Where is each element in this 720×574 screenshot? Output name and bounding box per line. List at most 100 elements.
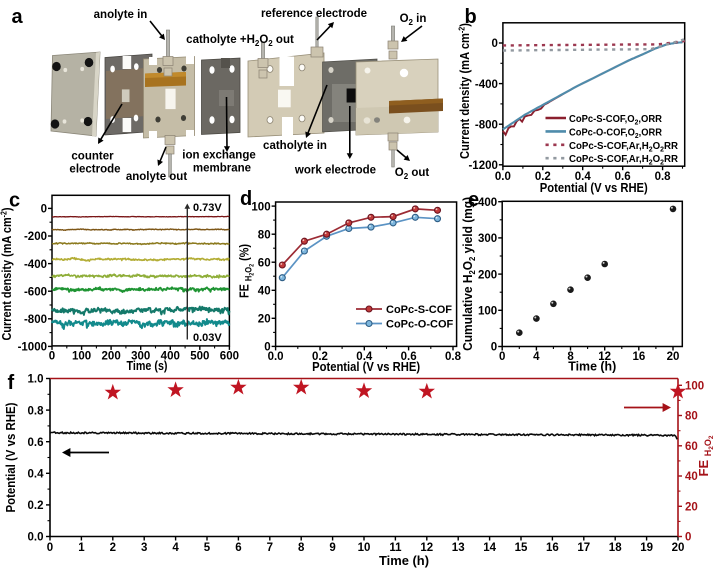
svg-text:0.8: 0.8: [445, 351, 462, 363]
svg-text:0.6: 0.6: [28, 437, 44, 449]
svg-text:-400: -400: [475, 79, 498, 91]
svg-text:Current density (mA cm-2​): Current density (mA cm-2​): [458, 23, 473, 159]
svg-text:counter: counter: [71, 151, 114, 163]
svg-text:0.0: 0.0: [28, 532, 44, 544]
svg-text:12: 12: [598, 351, 611, 363]
svg-text:0: 0: [685, 532, 691, 544]
svg-text:c: c: [9, 190, 20, 212]
svg-text:0.0: 0.0: [495, 171, 511, 183]
svg-text:7: 7: [267, 542, 273, 554]
svg-text:O2​ out: O2​ out: [395, 167, 430, 181]
svg-text:a: a: [12, 6, 24, 28]
svg-text:CoPc-O-COF,O2​,ORR: CoPc-O-COF,O2​,ORR: [569, 126, 662, 140]
svg-text:80: 80: [685, 411, 698, 423]
svg-text:b: b: [465, 6, 477, 28]
svg-text:anolyte out: anolyte out: [126, 171, 188, 183]
svg-text:2: 2: [110, 542, 116, 554]
svg-text:0: 0: [491, 342, 497, 354]
svg-text:O2​ in: O2​ in: [400, 13, 427, 27]
svg-text:18: 18: [609, 542, 622, 554]
svg-text:6: 6: [235, 542, 241, 554]
svg-text:1.0: 1.0: [28, 374, 44, 386]
svg-text:4: 4: [533, 351, 540, 363]
svg-text:Potential (V vs RHE): Potential (V vs RHE): [540, 181, 648, 195]
svg-text:100: 100: [72, 350, 91, 362]
svg-text:200: 200: [102, 350, 121, 362]
svg-text:20: 20: [258, 314, 271, 326]
svg-text:4: 4: [172, 542, 179, 554]
svg-text:300: 300: [131, 350, 150, 362]
svg-text:12: 12: [420, 542, 433, 554]
svg-text:-800: -800: [24, 314, 47, 326]
svg-text:0.4: 0.4: [28, 469, 45, 481]
svg-text:15: 15: [515, 542, 528, 554]
svg-text:Potential (V vs RHE): Potential (V vs RHE): [312, 360, 420, 374]
svg-text:-800: -800: [475, 119, 498, 131]
svg-text:40: 40: [258, 285, 271, 297]
svg-text:-400: -400: [24, 259, 47, 271]
svg-text:400: 400: [161, 350, 180, 362]
svg-text:ion exchange: ion exchange: [182, 150, 256, 162]
svg-text:60: 60: [258, 257, 271, 269]
svg-text:0.6: 0.6: [615, 171, 631, 183]
svg-text:100: 100: [685, 381, 704, 393]
svg-text:0.4: 0.4: [356, 351, 373, 363]
svg-text:-600: -600: [24, 286, 47, 298]
svg-text:8: 8: [298, 542, 305, 554]
svg-text:-1000: -1000: [18, 342, 47, 354]
svg-text:-200: -200: [24, 231, 47, 243]
svg-text:20: 20: [685, 501, 698, 513]
svg-text:0.6: 0.6: [401, 351, 417, 363]
svg-text:0: 0: [47, 542, 53, 554]
svg-text:40: 40: [685, 471, 698, 483]
svg-text:0.2: 0.2: [535, 171, 551, 183]
svg-text:0.2: 0.2: [312, 351, 328, 363]
svg-text:0: 0: [49, 350, 55, 362]
svg-text:0.8: 0.8: [655, 171, 672, 183]
svg-text:0.73V: 0.73V: [193, 202, 222, 214]
svg-text:0: 0: [491, 38, 497, 50]
svg-text:0: 0: [41, 204, 47, 216]
svg-text:13: 13: [452, 542, 465, 554]
svg-text:100: 100: [251, 201, 270, 213]
svg-text:f: f: [8, 372, 15, 394]
svg-text:0: 0: [264, 342, 270, 354]
svg-text:e: e: [468, 189, 479, 211]
svg-text:3: 3: [141, 542, 147, 554]
svg-text:60: 60: [685, 441, 698, 453]
svg-text:16: 16: [546, 542, 559, 554]
svg-text:Potential (V vs RHE): Potential (V vs RHE): [4, 403, 18, 513]
svg-text:0.8: 0.8: [28, 405, 45, 417]
svg-text:80: 80: [258, 229, 271, 241]
svg-text:14: 14: [483, 542, 496, 554]
svg-text:9: 9: [329, 542, 335, 554]
svg-text:19: 19: [640, 542, 653, 554]
svg-text:reference electrode: reference electrode: [261, 8, 367, 20]
svg-text:Cumulative H2O2 yield (mg): Cumulative H2O2 yield (mg): [461, 197, 477, 351]
svg-text:catholyte in: catholyte in: [263, 140, 327, 152]
svg-text:0: 0: [499, 351, 505, 363]
svg-text:-1200: -1200: [468, 160, 497, 172]
svg-text:anolyte in: anolyte in: [94, 9, 148, 21]
svg-text:0.4: 0.4: [575, 171, 592, 183]
svg-text:work electrode: work electrode: [294, 165, 376, 177]
svg-text:500: 500: [190, 350, 209, 362]
svg-text:8: 8: [567, 351, 574, 363]
svg-text:5: 5: [204, 542, 211, 554]
svg-text:100: 100: [478, 306, 497, 318]
svg-text:20: 20: [672, 542, 685, 554]
svg-text:11: 11: [389, 542, 402, 554]
svg-text:Current density (mA cm-2​): Current density (mA cm-2​): [0, 208, 14, 341]
svg-text:0.2: 0.2: [28, 500, 44, 512]
svg-text:CoPc-O-COF: CoPc-O-COF: [386, 319, 454, 331]
svg-text:FE H2O2 (%): FE H2O2 (%): [237, 244, 256, 298]
svg-text:10: 10: [358, 542, 371, 554]
svg-text:400: 400: [478, 197, 497, 209]
svg-text:CoPc-S-COF: CoPc-S-COF: [386, 304, 452, 316]
svg-text:Time (s): Time (s): [127, 359, 168, 373]
svg-text:20: 20: [667, 351, 680, 363]
svg-text:electrode: electrode: [69, 164, 120, 176]
svg-text:1: 1: [78, 542, 85, 554]
svg-text:d: d: [240, 188, 252, 210]
svg-text:Time (h): Time (h): [568, 360, 616, 374]
